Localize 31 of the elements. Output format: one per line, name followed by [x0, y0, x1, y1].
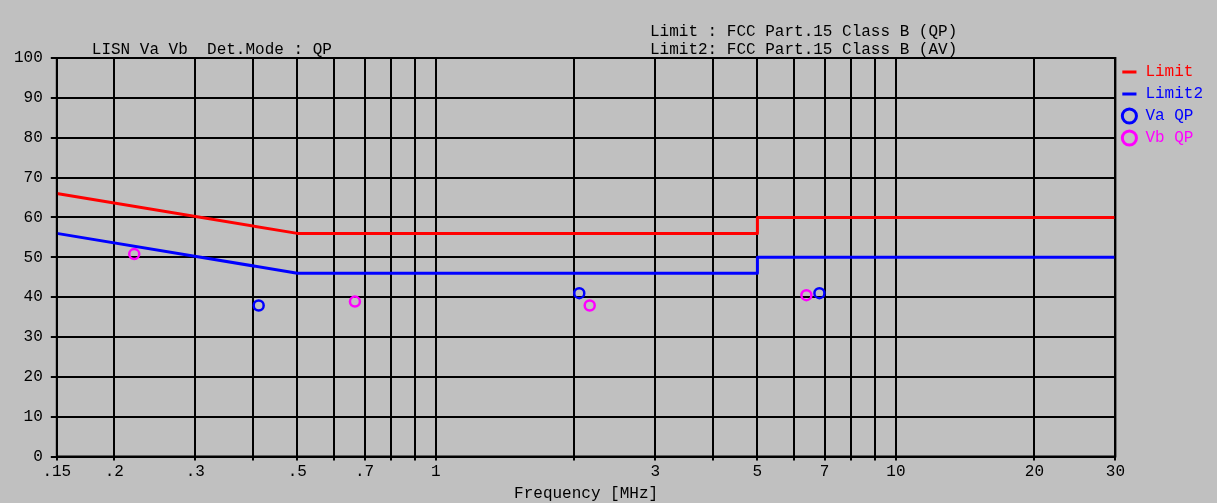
- x-tick-label: .2: [104, 463, 124, 482]
- chart-title: LISN Va Vb Det.Mode : QP: [91, 41, 332, 59]
- x-tick-label: .5: [287, 463, 307, 482]
- y-tick-label: 100: [13, 49, 43, 68]
- y-tick-label: 80: [23, 128, 43, 147]
- y-tick-label: 50: [23, 248, 43, 267]
- y-tick-label: 60: [23, 208, 43, 227]
- annotation: Limit2: FCC Part.15 Class B (AV): [650, 41, 958, 59]
- y-tick-label: 70: [23, 168, 43, 187]
- legend-label: Limit2: [1145, 85, 1203, 104]
- y-tick-label: 10: [23, 407, 43, 426]
- y-tick-label: 20: [23, 368, 43, 387]
- y-tick-label: 40: [23, 288, 43, 307]
- legend-label: Vb QP: [1145, 129, 1194, 148]
- y-tick-label: 30: [23, 328, 43, 347]
- x-axis-title: Frequency [MHz]: [514, 484, 659, 503]
- x-tick-label: 10: [886, 463, 906, 482]
- legend-label: Limit: [1145, 63, 1194, 82]
- x-tick-label: 1: [431, 463, 441, 482]
- y-tick-label: 90: [23, 89, 43, 108]
- x-tick-label: 20: [1024, 463, 1044, 482]
- x-tick-label: .7: [354, 463, 375, 482]
- x-tick-label: .15: [42, 463, 72, 482]
- x-tick-label: 3: [650, 463, 661, 482]
- legend-label: Va QP: [1145, 107, 1194, 126]
- x-tick-label: 7: [819, 463, 830, 482]
- y-tick-label: 0: [33, 447, 43, 466]
- x-tick-label: 30: [1105, 463, 1125, 482]
- x-tick-label: 5: [752, 463, 763, 482]
- x-tick-label: .3: [185, 463, 205, 482]
- text: Limit : FCC Part.15 Class B (QP): [650, 23, 958, 41]
